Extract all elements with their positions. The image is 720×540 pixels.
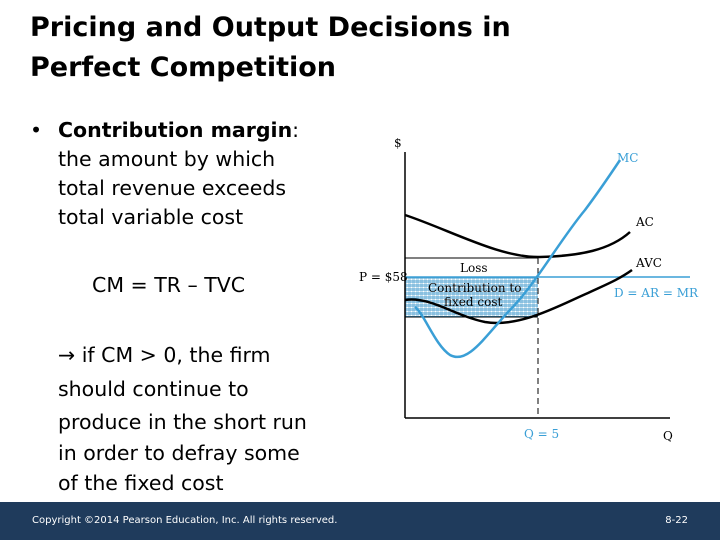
demand-label: D = AR = MR <box>614 286 699 300</box>
arrow-icon: → <box>58 343 76 367</box>
note-line-2: should continue to <box>58 377 249 401</box>
bullet-dot: • <box>30 118 43 142</box>
loss-label: Loss <box>460 261 488 275</box>
loss-area <box>405 258 538 277</box>
bullet-term: Contribution margin <box>58 118 293 142</box>
bullet-line-4: total variable cost <box>58 205 244 229</box>
avc-label: AVC <box>635 256 662 270</box>
contribution-label-1: Contribution to <box>428 281 521 295</box>
shutdown-note: → if CM > 0, the firm should continue to… <box>58 338 368 498</box>
x-axis-label: Q <box>663 429 673 443</box>
mc-label: MC <box>617 151 638 165</box>
quantity-label: Q = 5 <box>524 427 559 441</box>
cost-curve-diagram: $ Q MC AC AVC D = AR = MR P = $58 Q = 5 … <box>359 136 699 443</box>
y-axis-label: $ <box>394 136 402 150</box>
note-line-4: in order to defray some <box>58 441 300 465</box>
contribution-area <box>405 277 538 317</box>
title-line-1: Pricing and Output Decisions in <box>30 12 511 43</box>
bullet-definition: • Contribution margin: the amount by whi… <box>30 116 370 232</box>
note-line-3: produce in the short run <box>58 410 307 434</box>
bullet-colon: : <box>292 118 300 142</box>
price-label: P = $58 <box>359 270 408 284</box>
bullet-line-3: total revenue exceeds <box>58 176 287 200</box>
page-number: 8-22 <box>665 515 688 526</box>
mc-curve <box>414 159 622 359</box>
ac-label: AC <box>635 215 654 229</box>
note-line-5: of the fixed cost <box>58 471 224 495</box>
copyright-text: Copyright ©2014 Pearson Education, Inc. … <box>32 515 338 526</box>
contribution-label-2: fixed cost <box>444 295 502 309</box>
title-line-2: Perfect Competition <box>30 52 337 83</box>
formula: CM = TR – TVC <box>92 273 246 297</box>
slide-title: Pricing and Output Decisions in Perfect … <box>30 8 690 88</box>
ac-curve <box>404 213 631 259</box>
note-line-1: if CM > 0, the firm <box>75 343 271 367</box>
bullet-text: Contribution margin: the amount by which… <box>58 116 370 232</box>
footer-bar: Copyright ©2014 Pearson Education, Inc. … <box>0 502 720 540</box>
bullet-line-2: the amount by which <box>58 147 276 171</box>
avc-curve <box>404 268 633 325</box>
